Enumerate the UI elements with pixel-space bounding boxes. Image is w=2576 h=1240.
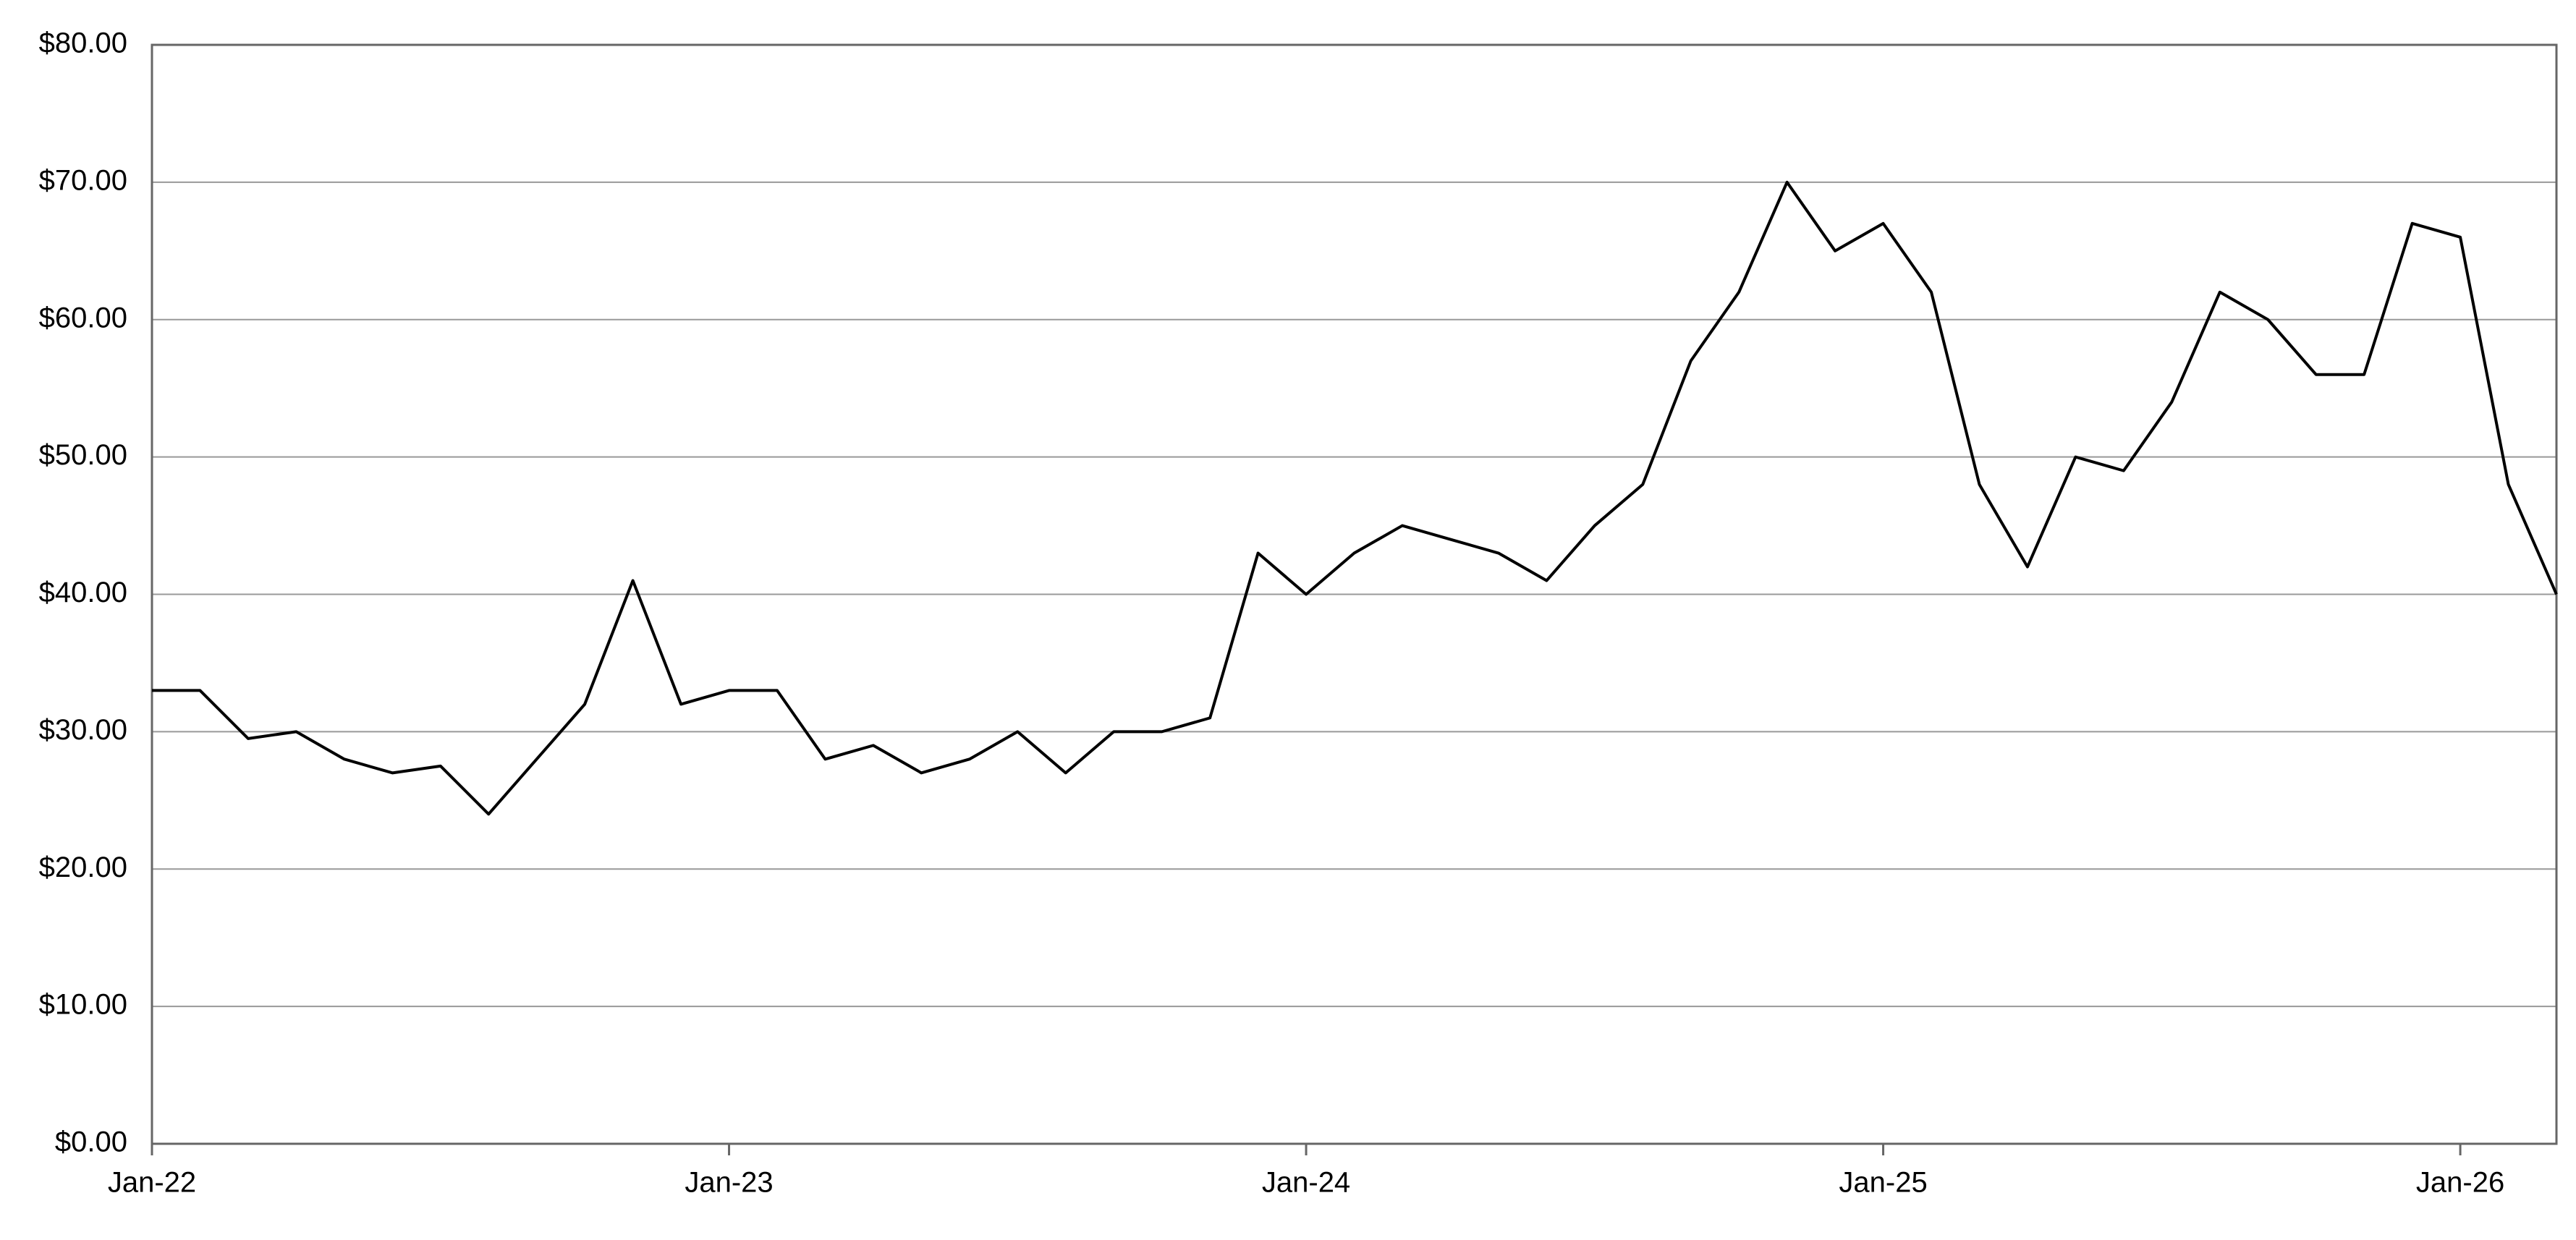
y-tick-label: $60.00: [39, 302, 127, 334]
y-tick-label: $10.00: [39, 989, 127, 1021]
x-tick-label: Jan-24: [1262, 1167, 1350, 1199]
y-tick-label: $40.00: [39, 577, 127, 608]
y-tick-label: $70.00: [39, 164, 127, 196]
y-tick-label: $0.00: [55, 1126, 127, 1158]
y-tick-label: $80.00: [39, 27, 127, 59]
y-tick-label: $50.00: [39, 439, 127, 471]
x-tick-label: Jan-25: [1839, 1167, 1927, 1199]
x-tick-label: Jan-26: [2416, 1167, 2504, 1199]
x-tick-label: Jan-23: [685, 1167, 773, 1199]
x-tick-label: Jan-22: [108, 1167, 196, 1199]
y-tick-label: $30.00: [39, 714, 127, 746]
price-line: [152, 180, 2558, 816]
y-tick-label: $20.00: [39, 852, 127, 883]
